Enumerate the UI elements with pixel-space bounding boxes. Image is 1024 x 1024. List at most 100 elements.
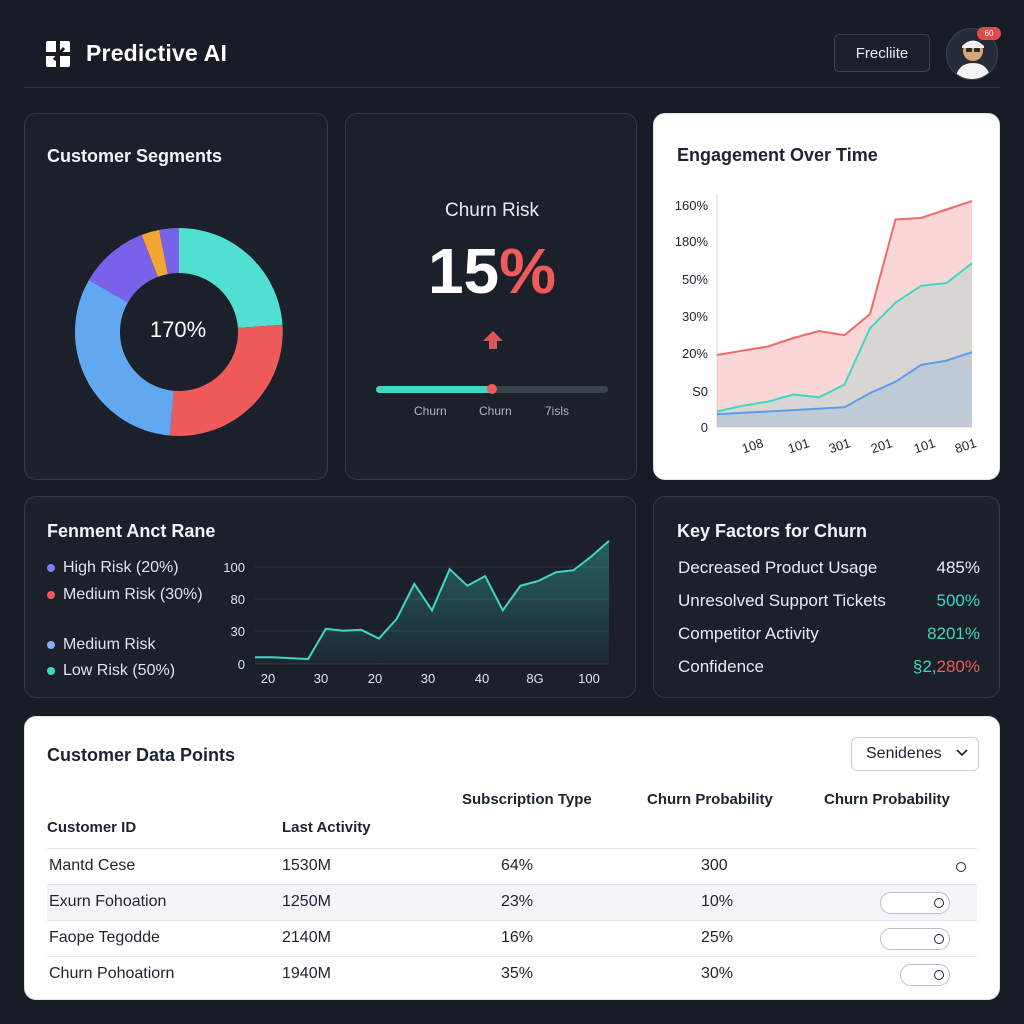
factor-row-confidence: Confidence §2,280% [678, 657, 980, 681]
engagement-area-2 [717, 352, 972, 427]
cell-customer-id: Churn Pohoatiorn [49, 965, 175, 982]
key-factors-title: Key Factors for Churn [677, 521, 868, 541]
cell-last-activity: 1530M [282, 857, 331, 874]
factor-value: 8201% [927, 624, 980, 643]
donut-slice-purple [88, 234, 158, 303]
factor-label: Unresolved Support Tickets [678, 591, 886, 610]
risk-x-tick: 20 [368, 671, 382, 686]
legend-dot-low [47, 667, 55, 675]
factor-row-competitor: Competitor Activity 8201% [678, 624, 980, 648]
factor-value-part-a: §2, [912, 657, 937, 676]
factor-label: Decreased Product Usage [678, 558, 878, 577]
cell-subscription: 16% [501, 929, 534, 946]
cell-churn-probability: 30% [701, 965, 734, 982]
filter-select[interactable]: Senidenes [851, 737, 979, 771]
risk-y-tick: 100 [223, 560, 245, 575]
toggle-knob [934, 898, 944, 908]
row-toggle[interactable] [900, 856, 970, 878]
cell-last-activity: 2140M [282, 929, 331, 946]
churn-risk-number: 15 [427, 235, 500, 307]
risk-range-card: Fenment Anct Rane High Risk (20%) Medium… [24, 496, 636, 698]
cell-customer-id: Mantd Cese [49, 857, 136, 874]
app-header: Predictive AI Frecliite 60 [24, 22, 1001, 88]
table-row[interactable]: Faope Tegodde 2140M 16% 25% [47, 920, 977, 956]
table-row[interactable]: Churn Pohoatiorn 1940M 35% 30% [47, 956, 977, 992]
row-toggle[interactable] [880, 928, 950, 950]
engagement-y-tick: 50% [682, 272, 708, 287]
user-avatar-icon [955, 40, 991, 79]
cell-churn-probability: 10% [701, 893, 734, 910]
churn-risk-card: Churn Risk 15% Churn Churn 7isls [345, 113, 637, 480]
risk-line [255, 540, 610, 661]
col-header-customer-id[interactable]: Customer ID [47, 819, 137, 836]
engagement-y-tick: 0 [701, 420, 708, 435]
risk-area [255, 540, 609, 664]
legend-label-medium-2: Medium Risk [63, 636, 156, 653]
legend-label-medium: Medium Risk (30%) [63, 586, 203, 603]
factor-row-product-usage: Decreased Product Usage 485% [678, 558, 980, 582]
engagement-area-0 [717, 201, 972, 427]
cell-subscription: 23% [501, 893, 534, 910]
key-factors-card: Key Factors for Churn Decreased Product … [653, 496, 1000, 698]
risk-x-tick: 8G [526, 671, 543, 686]
row-toggle[interactable] [900, 964, 950, 986]
donut-slice-blue [74, 280, 174, 436]
filter-select-value: Senidenes [866, 745, 942, 762]
churn-progress-track [376, 384, 608, 394]
factor-label: Competitor Activity [678, 624, 819, 643]
risk-x-tick: 20 [261, 671, 275, 686]
engagement-area-1 [717, 263, 972, 427]
churn-risk-value: 15% [346, 236, 638, 306]
engagement-x-tick: 101 [912, 435, 937, 456]
table-row[interactable]: Exurn Fohoation 1250M 23% 10% [47, 884, 977, 920]
chevron-down-icon [956, 749, 968, 757]
cell-customer-id: Faope Tegodde [49, 929, 160, 946]
engagement-y-tick: 160% [675, 198, 709, 213]
cell-churn-probability: 25% [701, 929, 734, 946]
engagement-chart: 160% 180% 50% 30% 20% S0 0 108 101 301 201 101 801 [675, 194, 978, 456]
col-header-churn-probability[interactable]: Churn Probability [647, 791, 773, 808]
table-row[interactable]: Mantd Cese 1530M 64% 300 [47, 848, 977, 884]
factor-value: §2,280% [913, 657, 980, 677]
segments-donut-chart [74, 228, 283, 436]
row-toggle[interactable] [880, 892, 950, 914]
risk-range-title: Fenment Anct Rane [47, 521, 216, 541]
legend-dot-medium-2 [47, 641, 55, 649]
churn-risk-label: Churn Risk [445, 200, 539, 221]
risk-range-chart: 100 80 30 0 20 30 20 30 40 8G 100 [223, 540, 610, 686]
trend-up-icon [483, 331, 503, 349]
risk-y-tick: 0 [238, 657, 245, 672]
factor-value-part-b: 280% [936, 657, 980, 676]
engagement-y-tick: 180% [675, 234, 709, 249]
legend-label-low: Low Risk (50%) [63, 662, 176, 679]
progress-label-3: 7isls [545, 404, 570, 418]
notification-badge: 60 [977, 27, 1001, 40]
col-header-last-activity[interactable]: Last Activity [282, 819, 371, 836]
factor-value: 500% [936, 591, 980, 610]
engagement-y-tick: S0 [692, 384, 708, 399]
factor-row-support-tickets: Unresolved Support Tickets 500% [678, 591, 980, 615]
engagement-x-tick: 801 [953, 435, 978, 456]
col-header-subscription-type[interactable]: Subscription Type [462, 791, 592, 808]
engagement-line-1 [716, 262, 973, 413]
progress-label-2: Churn [479, 404, 512, 418]
risk-x-tick: 30 [314, 671, 328, 686]
churn-progress-fill [376, 386, 492, 393]
risk-y-tick: 80 [231, 592, 245, 607]
engagement-line-0 [716, 200, 973, 356]
header-action-button[interactable]: Frecliite [834, 34, 930, 72]
customer-data-card: Customer Data Points Senidenes Customer … [24, 716, 1000, 1000]
toggle-knob [934, 934, 944, 944]
legend-dot-medium [47, 591, 55, 599]
col-header-churn-probability-2[interactable]: Churn Probability [824, 791, 950, 808]
churn-progress-knob[interactable] [487, 384, 497, 394]
engagement-y-tick: 20% [682, 346, 708, 361]
risk-x-tick: 30 [421, 671, 435, 686]
customer-segments-card: Customer Segments 170% [24, 113, 328, 480]
cell-subscription: 35% [501, 965, 534, 982]
cell-last-activity: 1940M [282, 965, 331, 982]
engagement-x-tick: 201 [869, 435, 894, 456]
factor-value: 485% [936, 558, 980, 577]
engagement-y-tick: 30% [682, 309, 708, 324]
segments-center-value: 170% [149, 317, 207, 342]
